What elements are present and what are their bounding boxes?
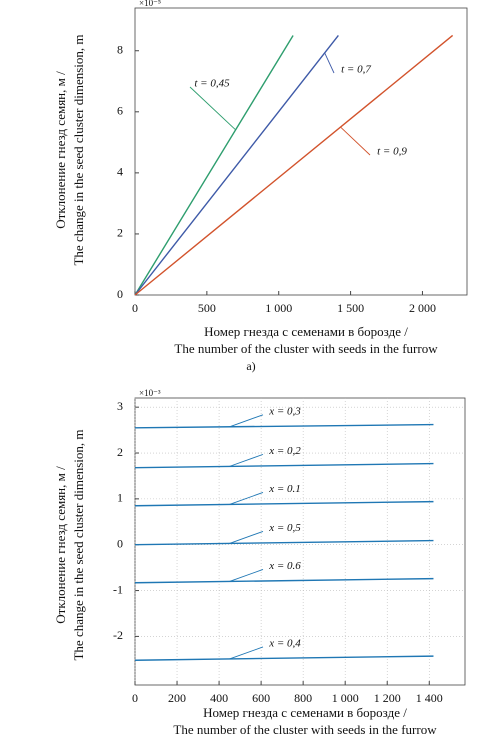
- x-tick-label: 400: [210, 691, 228, 705]
- series-line: [134, 35, 294, 296]
- series-line: [134, 500, 434, 507]
- x-tick-label: 0: [132, 691, 138, 705]
- x-axis-label: Номер гнезда с семенами в борозде /: [204, 324, 408, 339]
- x-tick-label: 1 500: [337, 301, 364, 315]
- x-tick-label: 500: [198, 301, 216, 315]
- annotation-leader: [189, 86, 236, 131]
- y-tick-label: 2: [117, 445, 123, 459]
- x-tick-label: 1 200: [374, 691, 401, 705]
- y-tick-label: -2: [113, 628, 123, 642]
- x-tick-label: 0: [132, 301, 138, 315]
- y-axis-label: Отклонение гнезд семян, м /: [53, 71, 68, 229]
- y-tick-label: 2: [117, 226, 123, 240]
- series-line: [134, 462, 434, 469]
- y-tick-label: 0: [117, 536, 123, 550]
- y-tick-label: 3: [117, 399, 123, 413]
- axis-exponent: ×10⁻⁵: [139, 0, 161, 8]
- series-label: x = 0.6: [268, 560, 301, 572]
- annotation-leader: [229, 492, 264, 505]
- y-tick-label: 4: [117, 165, 123, 179]
- x-tick-label: 1 400: [416, 691, 443, 705]
- series-label: x = 0,3: [268, 405, 301, 417]
- series-line: [134, 655, 434, 661]
- x-tick-label: 600: [252, 691, 270, 705]
- y-tick-label: 6: [117, 104, 123, 118]
- x-axis-label: The number of the cluster with seeds in …: [173, 722, 437, 737]
- series-label: t = 0,45: [194, 78, 230, 90]
- series-line: [134, 423, 434, 429]
- annotation-leader: [229, 530, 264, 544]
- annotation-leader: [229, 453, 264, 467]
- series-line: [134, 577, 434, 584]
- series-label: x = 0.1: [268, 483, 301, 495]
- y-tick-label: 0: [117, 287, 123, 301]
- caption: a): [246, 359, 255, 373]
- x-tick-label: 200: [168, 691, 186, 705]
- series-label: t = 0,7: [341, 64, 371, 76]
- series-label: x = 0,4: [268, 637, 301, 649]
- y-axis-label: The change in the seed cluster dimension…: [71, 34, 86, 265]
- axis-exponent: ×10⁻³: [139, 388, 161, 398]
- annotation-leader: [324, 52, 335, 74]
- y-tick-label: -1: [113, 582, 123, 596]
- series-label: x = 0,5: [268, 522, 301, 534]
- series-label: t = 0,9: [377, 146, 407, 158]
- x-axis-label: Номер гнезда с семенами в борозде /: [203, 705, 407, 720]
- x-tick-label: 2 000: [409, 301, 436, 315]
- series-line: [134, 539, 434, 546]
- annotation-leader: [340, 126, 371, 156]
- y-axis-label: The change in the seed cluster dimension…: [71, 429, 86, 660]
- annotation-leader: [229, 414, 264, 428]
- annotation-leader: [229, 569, 264, 582]
- annotation-leader: [229, 646, 264, 660]
- plot-area: [134, 7, 468, 296]
- series-line: [134, 34, 454, 296]
- y-tick-label: 1: [117, 491, 123, 505]
- series-label: x = 0,2: [268, 445, 301, 457]
- x-tick-label: 800: [294, 691, 312, 705]
- y-tick-label: 8: [117, 42, 123, 56]
- series-line: [134, 35, 339, 296]
- x-tick-label: 1 000: [332, 691, 359, 705]
- x-axis-label: The number of the cluster with seeds in …: [174, 341, 438, 356]
- y-axis-label: Отклонение гнезд семян, м /: [53, 466, 68, 624]
- x-tick-label: 1 000: [265, 301, 292, 315]
